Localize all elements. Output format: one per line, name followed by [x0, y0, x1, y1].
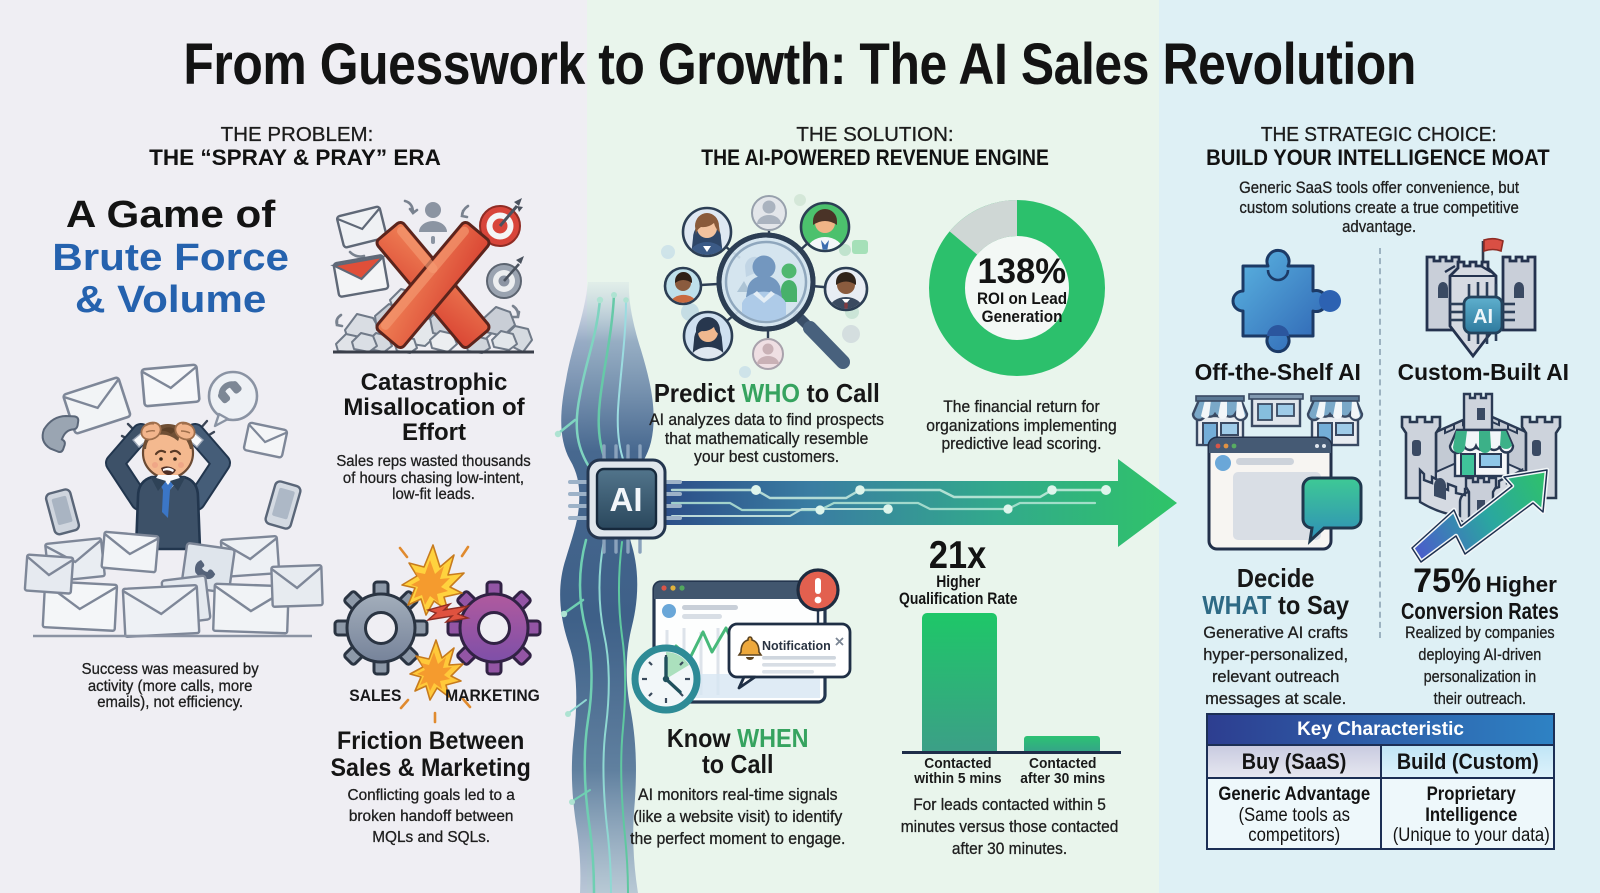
svg-text:AI: AI — [1473, 306, 1493, 328]
svg-text:AI: AI — [610, 481, 643, 518]
svg-text:Notification: Notification — [762, 639, 831, 653]
